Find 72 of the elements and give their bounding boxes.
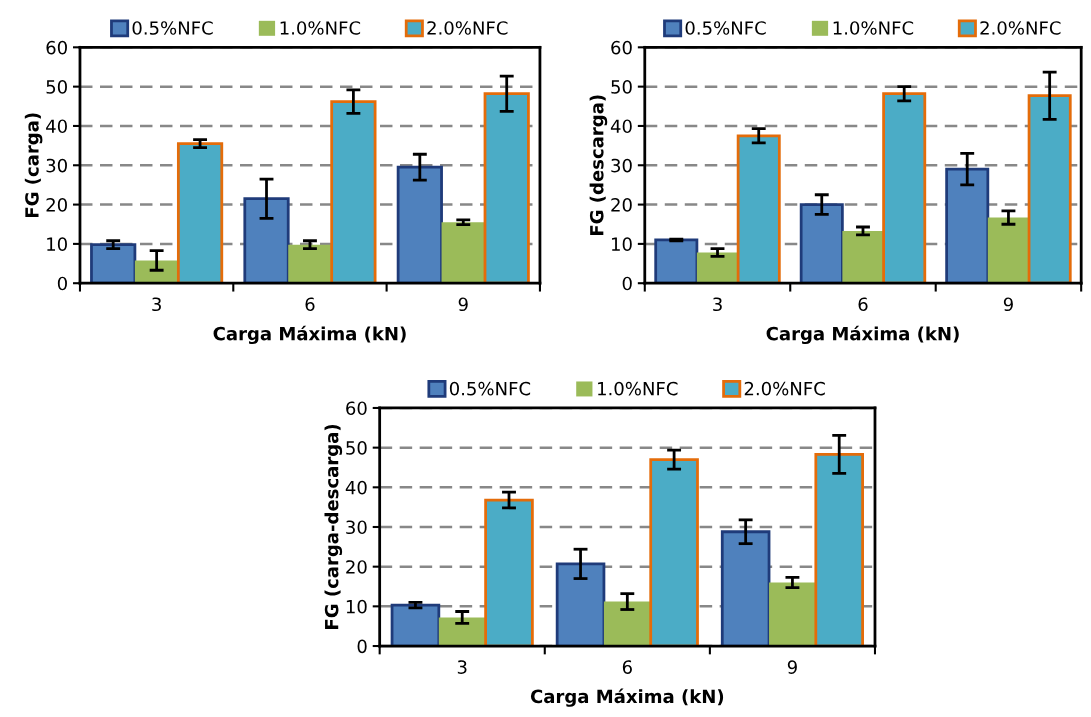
bar [814, 453, 864, 647]
bar [288, 244, 332, 284]
y-tick-label: 50 [611, 80, 632, 94]
x-tick-label: 3 [457, 660, 467, 674]
x-axis-title: Carga Máxima (kN) [530, 688, 724, 707]
x-tick-label: 9 [458, 297, 468, 312]
bar [882, 92, 927, 284]
legend-label: 1.0%NFC [598, 381, 678, 396]
y-tick-label: 10 [346, 599, 367, 614]
y-axis-title: FG (carga-descarga) [324, 424, 343, 629]
y-tick-label: 50 [46, 80, 67, 94]
y-tick-label: 30 [611, 158, 632, 173]
y-tick-label: 60 [46, 40, 67, 55]
bar [603, 601, 651, 647]
bar [649, 458, 699, 647]
legend-label: 2.0%NFC [427, 21, 508, 35]
legend-label: 1.0%NFC [833, 21, 914, 35]
bar [438, 617, 486, 647]
y-tick-label: 50 [346, 441, 367, 455]
y-tick-label: 20 [46, 198, 67, 212]
legend-label: 2.0%NFC [980, 21, 1061, 35]
y-tick-label: 40 [345, 480, 367, 495]
bar [484, 498, 534, 647]
bar [736, 134, 781, 284]
bar [330, 100, 377, 284]
y-tick-label: 60 [346, 401, 367, 416]
y-tick-label: 60 [611, 40, 632, 55]
legend-label: 2.0%NFC [744, 381, 825, 396]
x-tick-label: 9 [787, 660, 797, 674]
legend-label: 1.0%NFC [280, 21, 361, 35]
bar [390, 603, 441, 647]
bar [176, 142, 224, 284]
x-tick-label: 6 [305, 297, 315, 312]
bar [1027, 94, 1072, 284]
x-axis-title: Carga Máxima (kN) [213, 325, 406, 345]
bar [555, 562, 606, 647]
bar [987, 217, 1030, 284]
bar [769, 582, 816, 647]
x-tick-label: 3 [152, 297, 161, 312]
legend-label: 0.5%NFC [132, 21, 213, 35]
bar [945, 167, 990, 284]
legend-label: 0.5%NFC [449, 381, 531, 396]
x-axis-title: Carga Máxima (kN) [766, 325, 959, 345]
y-tick-label: 20 [346, 560, 367, 574]
x-tick-label: 6 [858, 297, 868, 312]
x-tick-label: 9 [1003, 297, 1013, 312]
y-tick-label: 0 [622, 276, 632, 291]
y-tick-label: 10 [47, 237, 67, 252]
bar [799, 203, 844, 284]
bar [90, 243, 137, 284]
y-axis-title: FG (descarga) [589, 95, 608, 235]
x-tick-label: 6 [622, 660, 632, 674]
y-tick-label: 30 [46, 158, 67, 173]
legend-label: 0.5%NFC [685, 21, 766, 35]
bar [134, 260, 179, 284]
bar [483, 92, 530, 284]
bar [243, 197, 290, 284]
x-tick-label: 3 [713, 297, 722, 312]
bar [842, 230, 884, 284]
bar [696, 252, 739, 284]
y-tick-label: 10 [611, 237, 632, 252]
y-tick-label: 0 [57, 276, 67, 291]
bar [654, 238, 699, 284]
y-tick-label: 30 [346, 520, 367, 535]
bar [396, 165, 443, 284]
y-tick-label: 0 [357, 639, 367, 654]
bar [441, 222, 485, 284]
y-axis-title: FG (carga) [24, 113, 43, 218]
bar [720, 530, 771, 647]
y-tick-label: 20 [611, 198, 632, 212]
y-tick-label: 40 [610, 119, 632, 134]
y-tick-label: 40 [46, 119, 67, 134]
